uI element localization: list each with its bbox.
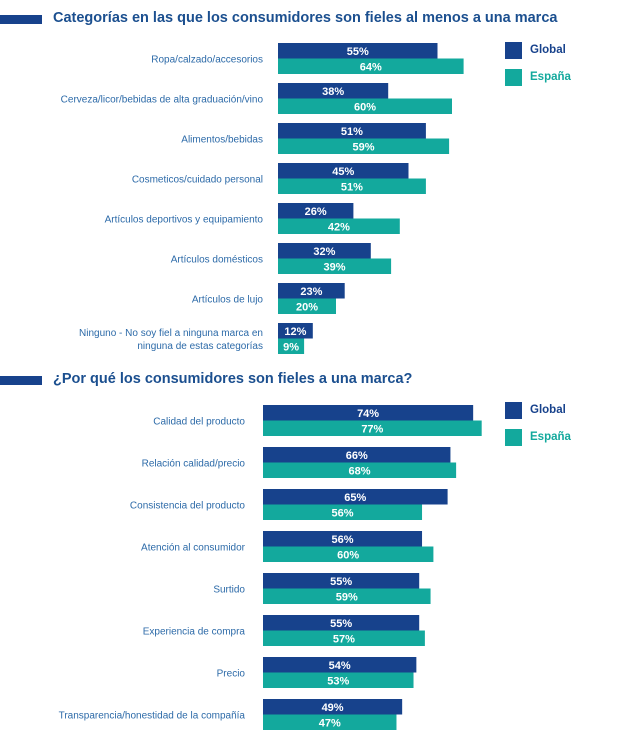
legend-label-espana: España bbox=[530, 431, 571, 443]
bar-espana bbox=[278, 178, 426, 194]
data-label-global: 12% bbox=[284, 326, 306, 338]
bar-chart-motivos: Calidad del producto 74% 77% Relación calid… bbox=[59, 405, 482, 730]
bar-espana bbox=[263, 630, 425, 646]
data-label-global: 32% bbox=[313, 246, 335, 258]
data-label-espana: 39% bbox=[324, 261, 346, 273]
data-label-espana: 60% bbox=[337, 549, 359, 561]
data-label-espana: 20% bbox=[296, 301, 318, 313]
legend-swatch-global bbox=[505, 42, 522, 59]
bar-espana bbox=[278, 258, 392, 274]
category-label: Surtido bbox=[213, 585, 245, 596]
bar-global bbox=[278, 243, 371, 259]
data-label-espana: 9% bbox=[283, 341, 299, 353]
bar-espana bbox=[278, 298, 336, 314]
data-label-global: 56% bbox=[332, 534, 354, 546]
data-label-espana: 60% bbox=[354, 101, 376, 113]
bar-global bbox=[278, 123, 426, 139]
category-label: Ninguno - No soy fiel a ninguna marca en… bbox=[79, 328, 263, 352]
data-label-global: 49% bbox=[322, 702, 344, 714]
data-label-global: 45% bbox=[332, 166, 354, 178]
bar-espana bbox=[263, 672, 414, 688]
category-label: Transparencia/honestidad de la compañía bbox=[59, 711, 246, 722]
category-label: Ropa/calzado/accesorios bbox=[151, 55, 263, 66]
bar-global bbox=[263, 573, 420, 589]
category-label: Artículos domésticos bbox=[171, 255, 263, 266]
data-label-global: 65% bbox=[344, 492, 366, 504]
bar-chart-categorias: Ropa/calzado/accesorios 55% 64% Cerveza/lic… bbox=[61, 43, 464, 354]
data-label-global: 51% bbox=[341, 126, 363, 138]
bar-espana bbox=[263, 588, 431, 604]
category-label: Cerveza/licor/bebidas de alta graduación… bbox=[61, 95, 264, 106]
legend-swatch-espana bbox=[505, 69, 522, 86]
category-label: Atención al consumidor bbox=[141, 543, 246, 554]
category-label: Calidad del producto bbox=[153, 417, 245, 428]
bar-global bbox=[278, 83, 389, 99]
data-label-global: 66% bbox=[346, 450, 368, 462]
data-label-espana: 59% bbox=[353, 141, 375, 153]
bar-global bbox=[278, 283, 345, 299]
data-label-global: 74% bbox=[357, 408, 379, 420]
category-label: Relación calidad/precio bbox=[142, 459, 246, 470]
data-label-global: 54% bbox=[329, 660, 351, 672]
legend-swatch-global bbox=[505, 402, 522, 419]
category-label: Consistencia del producto bbox=[130, 501, 246, 512]
chart-title-2: ¿Por qué los consumidores son fieles a u… bbox=[53, 371, 413, 387]
data-label-global: 23% bbox=[300, 286, 322, 298]
bar-global bbox=[263, 615, 420, 631]
data-label-global: 55% bbox=[330, 576, 352, 588]
chart-title-1: Categorías en las que los consumidores s… bbox=[53, 10, 558, 26]
bar-global bbox=[263, 657, 417, 673]
data-label-global: 38% bbox=[322, 86, 344, 98]
bar-espana bbox=[263, 504, 423, 520]
data-label-espana: 42% bbox=[328, 221, 350, 233]
bar-espana bbox=[263, 462, 457, 478]
category-label: Precio bbox=[217, 669, 246, 680]
bar-espana bbox=[278, 98, 452, 114]
bar-espana bbox=[263, 420, 482, 436]
category-label: Artículos de lujo bbox=[192, 295, 264, 306]
bar-global bbox=[263, 405, 474, 421]
bar-espana bbox=[278, 218, 400, 234]
data-label-global: 26% bbox=[305, 206, 327, 218]
bar-global bbox=[278, 323, 313, 339]
bar-espana bbox=[278, 138, 450, 154]
data-label-espana: 47% bbox=[319, 717, 341, 729]
bar-global bbox=[263, 699, 403, 715]
legend-label-global: Global bbox=[530, 404, 566, 416]
legend-swatch-espana bbox=[505, 429, 522, 446]
data-label-espana: 68% bbox=[349, 465, 371, 477]
data-label-espana: 59% bbox=[336, 591, 358, 603]
category-label: Alimentos/bebidas bbox=[181, 135, 263, 146]
category-label: Experiencia de compra bbox=[143, 627, 246, 638]
data-label-espana: 64% bbox=[360, 61, 382, 73]
bar-espana bbox=[278, 338, 305, 354]
section-marker-1 bbox=[0, 15, 42, 24]
section-marker-2 bbox=[0, 376, 42, 385]
data-label-global: 55% bbox=[330, 618, 352, 630]
bar-global bbox=[278, 163, 409, 179]
bar-global bbox=[278, 43, 438, 59]
bar-global bbox=[263, 489, 448, 505]
category-label: Artículos deportivos y equipamiento bbox=[105, 215, 264, 226]
bar-global bbox=[263, 531, 423, 547]
category-label: Cosmeticos/cuidado personal bbox=[132, 175, 263, 186]
data-label-espana: 53% bbox=[327, 675, 349, 687]
data-label-espana: 51% bbox=[341, 181, 363, 193]
legend-label-espana: España bbox=[530, 71, 571, 83]
bar-global bbox=[263, 447, 451, 463]
data-label-espana: 56% bbox=[332, 507, 354, 519]
bar-espana bbox=[263, 546, 434, 562]
bar-global bbox=[278, 203, 354, 219]
data-label-espana: 77% bbox=[361, 423, 383, 435]
bar-espana bbox=[263, 714, 397, 730]
legend-label-global: Global bbox=[530, 44, 566, 56]
bar-espana bbox=[278, 58, 464, 74]
data-label-espana: 57% bbox=[333, 633, 355, 645]
data-label-global: 55% bbox=[347, 46, 369, 58]
